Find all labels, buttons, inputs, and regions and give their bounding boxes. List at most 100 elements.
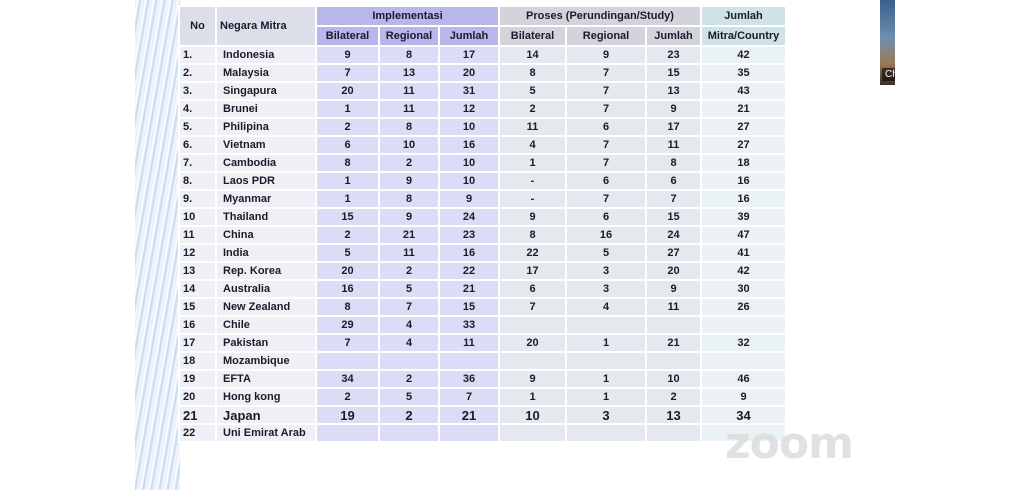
subheader: Bilateral bbox=[498, 25, 567, 47]
value-cell: 35 bbox=[700, 63, 787, 83]
value-cell: 3 bbox=[565, 279, 647, 299]
value-cell: - bbox=[498, 189, 567, 209]
value-cell: 18 bbox=[700, 153, 787, 173]
subheader: Jumlah bbox=[438, 25, 500, 47]
value-cell: 27 bbox=[700, 135, 787, 155]
value-cell: 15 bbox=[315, 207, 380, 227]
value-cell: 11 bbox=[378, 99, 440, 119]
value-cell: 16 bbox=[438, 135, 500, 155]
value-cell: 14 bbox=[498, 45, 567, 65]
value-cell: 21 bbox=[645, 333, 702, 353]
value-cell: 10 bbox=[498, 405, 567, 425]
empty-cell bbox=[700, 423, 787, 443]
table-row: 22 Uni Emirat Arab bbox=[178, 423, 787, 443]
value-cell: 36 bbox=[438, 369, 500, 389]
value-cell: 8 bbox=[645, 153, 702, 173]
value-cell: 4 bbox=[565, 297, 647, 317]
value-cell: 34 bbox=[700, 405, 787, 425]
empty-cell bbox=[645, 315, 702, 335]
table-row: 16 Chile 29 4 33 bbox=[178, 315, 787, 335]
value-cell: 8 bbox=[315, 153, 380, 173]
value-cell: 9. bbox=[178, 189, 217, 209]
empty-cell bbox=[378, 351, 440, 371]
value-cell: 15 bbox=[645, 207, 702, 227]
table-row: 1. Indonesia 9 8 17 14 9 23 42 bbox=[178, 45, 787, 65]
value-cell: 20 bbox=[178, 387, 217, 407]
value-cell: 4 bbox=[498, 135, 567, 155]
empty-cell bbox=[700, 351, 787, 371]
value-cell: 10 bbox=[438, 171, 500, 191]
slide: No Negara Mitra Implementasi Proses (Per… bbox=[135, 0, 895, 490]
video-tile: Chairil Burhan bbox=[880, 0, 895, 85]
value-cell: 3 bbox=[565, 261, 647, 281]
value-cell: 13 bbox=[645, 81, 702, 101]
value-cell: 20 bbox=[315, 261, 380, 281]
value-cell: 31 bbox=[438, 81, 500, 101]
value-cell: 8 bbox=[498, 225, 567, 245]
value-cell: 21 bbox=[700, 99, 787, 119]
value-cell: 16 bbox=[438, 243, 500, 263]
value-cell: 27 bbox=[645, 243, 702, 263]
wave-decoration bbox=[135, 0, 180, 490]
value-cell: 8 bbox=[498, 63, 567, 83]
value-cell: 11 bbox=[378, 243, 440, 263]
value-cell: 16 bbox=[700, 171, 787, 191]
empty-cell bbox=[498, 351, 567, 371]
participant-name: Chairil Burhan bbox=[882, 68, 895, 81]
value-cell: 2 bbox=[645, 387, 702, 407]
value-cell: 7 bbox=[565, 99, 647, 119]
empty-cell bbox=[645, 351, 702, 371]
value-cell: 6. bbox=[178, 135, 217, 155]
value-cell: 46 bbox=[700, 369, 787, 389]
country-cell: Brunei bbox=[215, 99, 317, 119]
value-cell: 12 bbox=[178, 243, 217, 263]
empty-cell bbox=[645, 423, 702, 443]
table-row: 5. Philipina 2 8 10 11 6 17 27 bbox=[178, 117, 787, 137]
country-cell: Philipina bbox=[215, 117, 317, 137]
value-cell: 5 bbox=[498, 81, 567, 101]
value-cell: 7 bbox=[438, 387, 500, 407]
value-cell: 2 bbox=[378, 261, 440, 281]
value-cell: 10 bbox=[438, 153, 500, 173]
value-cell: 22 bbox=[438, 261, 500, 281]
value-cell: 6 bbox=[498, 279, 567, 299]
value-cell: 33 bbox=[438, 315, 500, 335]
value-cell: 1. bbox=[178, 45, 217, 65]
value-cell: 16 bbox=[565, 225, 647, 245]
value-cell: 2. bbox=[178, 63, 217, 83]
country-cell: Cambodia bbox=[215, 153, 317, 173]
value-cell: 24 bbox=[645, 225, 702, 245]
empty-cell bbox=[315, 351, 380, 371]
country-cell: Thailand bbox=[215, 207, 317, 227]
value-cell: 9 bbox=[315, 45, 380, 65]
country-cell: Hong kong bbox=[215, 387, 317, 407]
value-cell: 15 bbox=[178, 297, 217, 317]
value-cell: 34 bbox=[315, 369, 380, 389]
country-cell: Australia bbox=[215, 279, 317, 299]
value-cell: 7 bbox=[645, 189, 702, 209]
empty-cell bbox=[438, 351, 500, 371]
value-cell: 8 bbox=[378, 117, 440, 137]
value-cell: 11 bbox=[438, 333, 500, 353]
value-cell: 13 bbox=[178, 261, 217, 281]
value-cell: 9 bbox=[645, 99, 702, 119]
value-cell: 16 bbox=[700, 189, 787, 209]
value-cell: 2 bbox=[498, 99, 567, 119]
value-cell: 13 bbox=[378, 63, 440, 83]
table-row: 17 Pakistan 7 4 11 20 1 21 32 bbox=[178, 333, 787, 353]
value-cell: 8 bbox=[378, 189, 440, 209]
watermark: zoom bbox=[725, 418, 854, 469]
subheader: Jumlah bbox=[645, 25, 702, 47]
value-cell: 8. bbox=[178, 171, 217, 191]
country-cell: China bbox=[215, 225, 317, 245]
value-cell: 2 bbox=[315, 387, 380, 407]
value-cell: 23 bbox=[438, 225, 500, 245]
table-row: 21 Japan 19 2 21 10 3 13 34 bbox=[178, 405, 787, 425]
value-cell: 1 bbox=[565, 369, 647, 389]
table-row: 15 New Zealand 8 7 15 7 4 11 26 bbox=[178, 297, 787, 317]
table-row: 4. Brunei 1 11 12 2 7 9 21 bbox=[178, 99, 787, 119]
value-cell: 22 bbox=[178, 423, 217, 443]
value-cell: 10 bbox=[178, 207, 217, 227]
value-cell: 9 bbox=[498, 207, 567, 227]
